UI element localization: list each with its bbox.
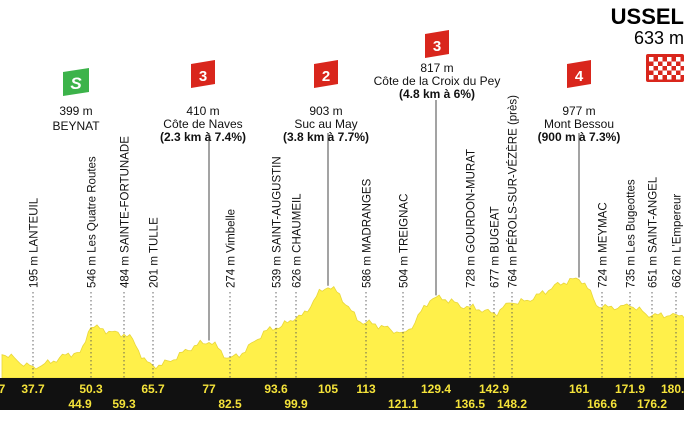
km-label-top: 129.4 [421, 382, 451, 396]
km-label-bottom: 148.2 [497, 397, 527, 411]
km-label-top: 37.7 [21, 382, 45, 396]
finish-flag-check [667, 75, 672, 80]
waypoint-label: 764 m PÉROLS-SUR-VÉZÈRE (près) [507, 95, 520, 288]
climb-name: Côte de Naves [163, 117, 242, 131]
climb-name: Mont Bessou [544, 117, 614, 131]
sprint-badge: S [70, 74, 82, 93]
finish-flag-check [649, 57, 654, 62]
finish-flag-check [658, 75, 663, 80]
waypoint-label: 201 m TULLE [149, 217, 161, 288]
km-label-top: 142.9 [479, 382, 509, 396]
finish-flag-check [667, 57, 672, 62]
climb-category: 3 [433, 38, 441, 55]
km-label-top: 180.6 [661, 382, 684, 396]
waypoint-label: 504 m TREIGNAC [399, 194, 411, 288]
finish-flag-check [654, 62, 659, 67]
waypoint-label: 586 m MADRANGES [362, 178, 374, 288]
finish-flag-check [649, 75, 654, 80]
km-label-top: 93.6 [264, 382, 288, 396]
waypoint-label: 546 m Les Quatre Routes [87, 156, 99, 288]
finish-flag-check [649, 66, 654, 71]
waypoint-label: 735 m Les Bugeottes [626, 179, 638, 288]
climb-detail: (3.8 km à 7.7%) [283, 130, 369, 144]
km-label-top: 171.9 [615, 382, 645, 396]
climb-category: 4 [575, 68, 584, 85]
sprint-name: BEYNAT [52, 119, 100, 133]
climb-category: 2 [322, 68, 330, 85]
km-label-bottom: 166.6 [587, 397, 617, 411]
climb-elevation: 977 m [562, 104, 595, 118]
finish-flag-check [672, 71, 677, 76]
finish-flag-check [658, 66, 663, 71]
km-label-top: 50.3 [79, 382, 103, 396]
climb-elevation: 817 m [420, 61, 453, 75]
climb-category: 3 [199, 68, 207, 85]
climb-elevation: 903 m [309, 104, 342, 118]
finish-flag-check [676, 66, 681, 71]
km-label-top: 161 [569, 382, 589, 396]
finish-flag-check [672, 62, 677, 67]
waypoint-label: 728 m GOURDON-MURAT [466, 149, 478, 288]
profile-area [2, 278, 684, 378]
finish-flag-check [658, 57, 663, 62]
km-label-bottom: 121.1 [388, 397, 418, 411]
finish-flag-check [663, 71, 668, 76]
climb-name: Côte de la Croix du Pey [374, 74, 501, 88]
km-label-top: 77 [202, 382, 216, 396]
climb-detail: (4.8 km à 6%) [399, 87, 475, 101]
finish-flag-check [676, 75, 681, 80]
waypoint-label: 626 m CHAUMEIL [292, 193, 304, 288]
climb-name: Suc au May [294, 117, 357, 131]
climb-elevation: 410 m [186, 104, 219, 118]
finish-flag-check [663, 62, 668, 67]
waypoint-label: 274 m Vimbelle [226, 209, 238, 288]
km-label-top: 7 [0, 382, 6, 396]
km-label-top: 113 [356, 382, 376, 396]
km-label-top: 105 [318, 382, 338, 396]
finish-flag-check [681, 62, 684, 67]
waypoint-label: 195 m LANTEUIL [29, 197, 41, 288]
km-label-bottom: 176.2 [637, 397, 667, 411]
km-label-bottom: 44.9 [68, 397, 92, 411]
km-label-bottom: 59.3 [112, 397, 136, 411]
finish-elevation: 633 m [634, 28, 684, 48]
km-label-bottom: 136.5 [455, 397, 485, 411]
km-label-bottom: 82.5 [218, 397, 242, 411]
finish-flag-check [654, 71, 659, 76]
waypoint-label: 484 m SAINTE-FORTUNADE [120, 136, 132, 288]
waypoint-label: 662 m L'Empereur [672, 194, 684, 288]
waypoint-label: 724 m MEYMAC [598, 202, 610, 288]
waypoint-label: 539 m SAINT-AUGUSTIN [272, 156, 284, 288]
waypoint-label: 651 m SAINT-ANGEL [648, 176, 660, 288]
km-label-bottom: 99.9 [284, 397, 308, 411]
km-label-top: 65.7 [141, 382, 165, 396]
finish-name: USSEL [611, 4, 684, 29]
waypoint-label: 677 m BUGEAT [490, 206, 502, 288]
finish-flag-check [681, 71, 684, 76]
finish-flag-check [676, 57, 681, 62]
sprint-elevation: 399 m [59, 104, 92, 118]
climb-detail: (2.3 km à 7.4%) [160, 130, 246, 144]
finish-flag-check [667, 66, 672, 71]
